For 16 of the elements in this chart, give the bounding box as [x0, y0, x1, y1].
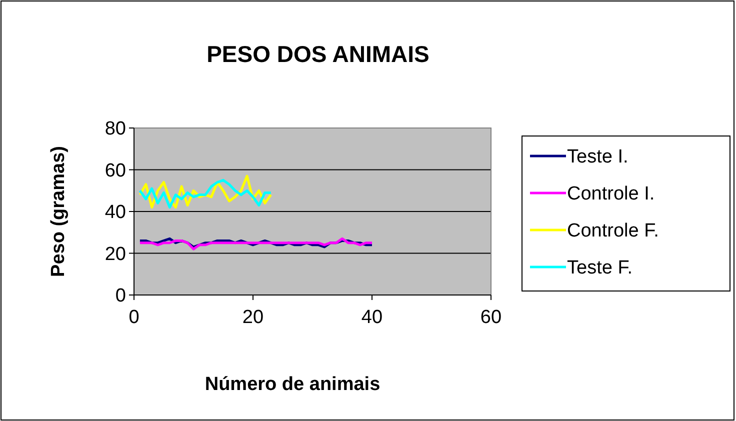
x-axis-title: Número de animais	[204, 374, 380, 395]
y-tick-label: 40	[104, 202, 126, 224]
chart-title: PESO DOS ANIMAIS	[206, 41, 430, 67]
legend-label: Controle F.	[567, 220, 659, 242]
y-tick-label: 60	[104, 160, 126, 182]
legend-label: Teste I.	[567, 146, 628, 168]
y-tick-label: 80	[104, 118, 126, 140]
x-tick-label: 0	[128, 307, 140, 328]
x-tick-label: 40	[361, 307, 383, 328]
y-tick-label: 0	[115, 286, 126, 307]
x-tick-label: 20	[242, 307, 264, 328]
y-axis-title: Peso (gramas)	[48, 146, 69, 277]
x-tick-label: 60	[480, 307, 502, 328]
legend-label: Teste F.	[567, 258, 632, 279]
legend-label: Controle I.	[567, 184, 655, 205]
y-tick-label: 20	[104, 244, 126, 265]
